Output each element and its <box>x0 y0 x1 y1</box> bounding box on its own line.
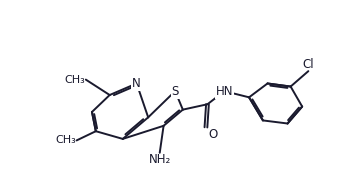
Text: HN: HN <box>216 85 233 98</box>
Text: Cl: Cl <box>303 58 314 71</box>
Text: NH₂: NH₂ <box>149 153 171 166</box>
Text: O: O <box>208 128 218 141</box>
Text: S: S <box>172 85 179 98</box>
Text: N: N <box>132 77 141 90</box>
Text: CH₃: CH₃ <box>55 135 76 145</box>
Text: CH₃: CH₃ <box>64 75 85 85</box>
